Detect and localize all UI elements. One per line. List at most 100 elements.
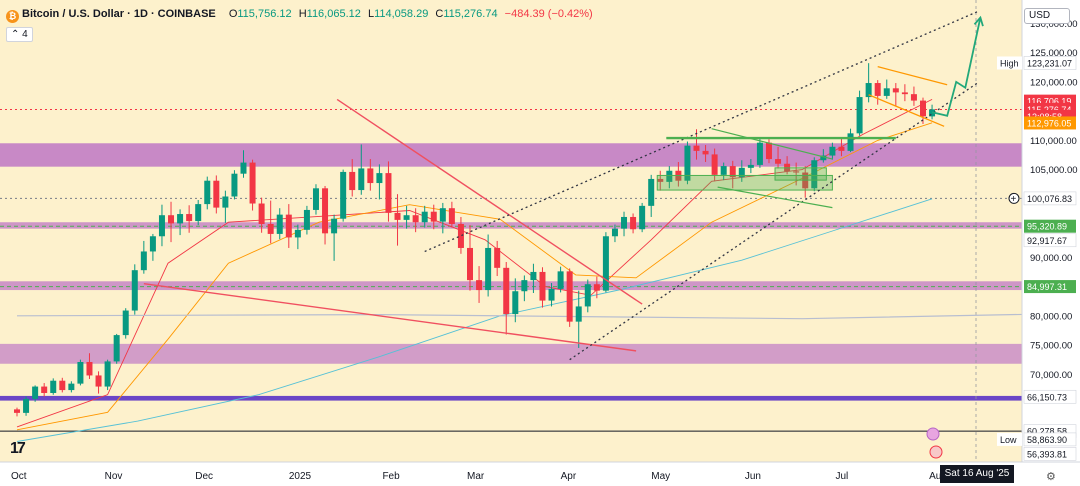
candle-body <box>222 196 229 208</box>
zone-band <box>0 395 1022 401</box>
price-tag-value: 56,393.81 <box>1027 449 1067 459</box>
consolidation-box <box>656 174 833 191</box>
candle-body <box>829 146 836 156</box>
consolidation-box <box>774 167 827 181</box>
close-label: C <box>435 8 444 20</box>
bitcoin-icon: ₿ <box>6 10 19 23</box>
x-tick-label: Feb <box>382 471 400 482</box>
trend-line <box>877 66 948 86</box>
candle-body <box>331 218 338 234</box>
y-tick-label: 120,000.00 <box>1030 77 1078 88</box>
candle-body <box>648 178 655 206</box>
zones-layer <box>0 143 1022 401</box>
candle-body <box>231 173 238 197</box>
zone-band <box>0 143 1022 167</box>
change-value: −484.39 (−0.42%) <box>504 8 593 20</box>
trend-line <box>336 98 643 305</box>
price-tag-label: High <box>1000 58 1019 68</box>
candle-body <box>865 83 872 98</box>
candle-body <box>575 306 582 322</box>
moving-average-line <box>16 313 1044 320</box>
x-tick-label: May <box>651 471 670 482</box>
price-tag-value: 92,917.67 <box>1027 236 1067 246</box>
candle-body <box>303 209 310 230</box>
candle-body <box>693 145 700 151</box>
price-tag-box <box>1024 219 1076 233</box>
candle-body <box>285 214 292 238</box>
candle-body <box>14 409 20 413</box>
candle-body <box>32 386 39 399</box>
candle-body <box>901 92 908 95</box>
indicators-toggle[interactable]: ⌃ 4 <box>6 27 33 42</box>
candle-body <box>376 173 383 184</box>
price-tag-box <box>1023 389 1077 404</box>
price-tag-value: 116,706.19 <box>1027 97 1071 107</box>
candle-body <box>548 288 555 301</box>
symbol-header: ₿ Bitcoin / U.S. Dollar · 1D · COINBASE O… <box>6 8 593 23</box>
zone-band <box>0 343 1022 364</box>
price-tag-value: 112,976.05 <box>1027 118 1071 128</box>
candle-body <box>322 188 329 234</box>
price-tag-value: 58,863.90 <box>1027 435 1067 445</box>
candle-body <box>213 180 220 208</box>
y-tick-label: 130,000.00 <box>1030 19 1078 30</box>
price-tag-label-box <box>997 56 1022 70</box>
candle-body <box>113 335 120 362</box>
price-tag-box <box>1023 191 1077 206</box>
candle-body <box>711 154 718 175</box>
candle-body <box>883 88 890 96</box>
trendlines-layer <box>143 11 984 361</box>
candle-body <box>856 97 863 134</box>
candle-body <box>340 171 347 219</box>
price-tag-label: Low <box>1000 435 1017 445</box>
candle-body <box>702 150 709 155</box>
indicators-count: 4 <box>22 29 28 40</box>
symbol-title[interactable]: Bitcoin / U.S. Dollar · 1D · COINBASE <box>22 8 216 20</box>
trend-line <box>717 186 833 209</box>
candle-body <box>367 168 374 184</box>
trend-line <box>424 11 978 253</box>
tradingview-logo-icon: 17 <box>10 440 26 457</box>
candle-body <box>276 214 283 234</box>
candle-body <box>204 180 211 205</box>
candle-body <box>892 88 899 93</box>
candle-body <box>657 178 664 182</box>
projection-arrowhead <box>973 15 984 27</box>
candle-body <box>95 375 102 387</box>
price-tag-box <box>1024 116 1076 130</box>
trend-line <box>143 282 637 352</box>
x-tick-label: Apr <box>561 471 577 482</box>
time-axis-panel <box>0 462 1022 486</box>
candle-body <box>394 212 401 220</box>
candle-body <box>747 164 754 168</box>
candle-body <box>41 386 48 393</box>
price-tag-box <box>1023 447 1077 461</box>
price-tag-box <box>1023 56 1077 70</box>
candles-layer <box>14 63 936 417</box>
candle-body <box>793 171 800 173</box>
candle-body <box>729 166 736 178</box>
candle-body <box>403 215 410 220</box>
candle-body <box>820 155 827 161</box>
candle-body <box>158 215 165 237</box>
x-tick-label: Oct <box>11 471 27 482</box>
gear-icon[interactable]: ⚙ <box>1046 471 1056 483</box>
x-tick-label: Mar <box>467 471 485 482</box>
open-label: O <box>228 8 238 20</box>
candle-body <box>122 310 129 336</box>
y-tick-label: 90,000.00 <box>1030 253 1072 264</box>
candle-body <box>557 271 564 289</box>
candle-body <box>621 216 628 229</box>
currency-select[interactable]: USD <box>1024 8 1070 24</box>
high-value: 116,065.12 <box>306 8 361 20</box>
event-marker-icon <box>929 445 943 459</box>
plus-glyph: + <box>1011 194 1017 205</box>
x-tick-label: Aug <box>929 471 947 482</box>
price-tag-value: 95,320.89 <box>1027 222 1067 232</box>
candle-body <box>439 208 446 222</box>
candle-body <box>756 142 763 165</box>
price-tag-label-box <box>997 432 1022 446</box>
candle-body <box>349 171 356 191</box>
candle-body <box>738 167 745 178</box>
